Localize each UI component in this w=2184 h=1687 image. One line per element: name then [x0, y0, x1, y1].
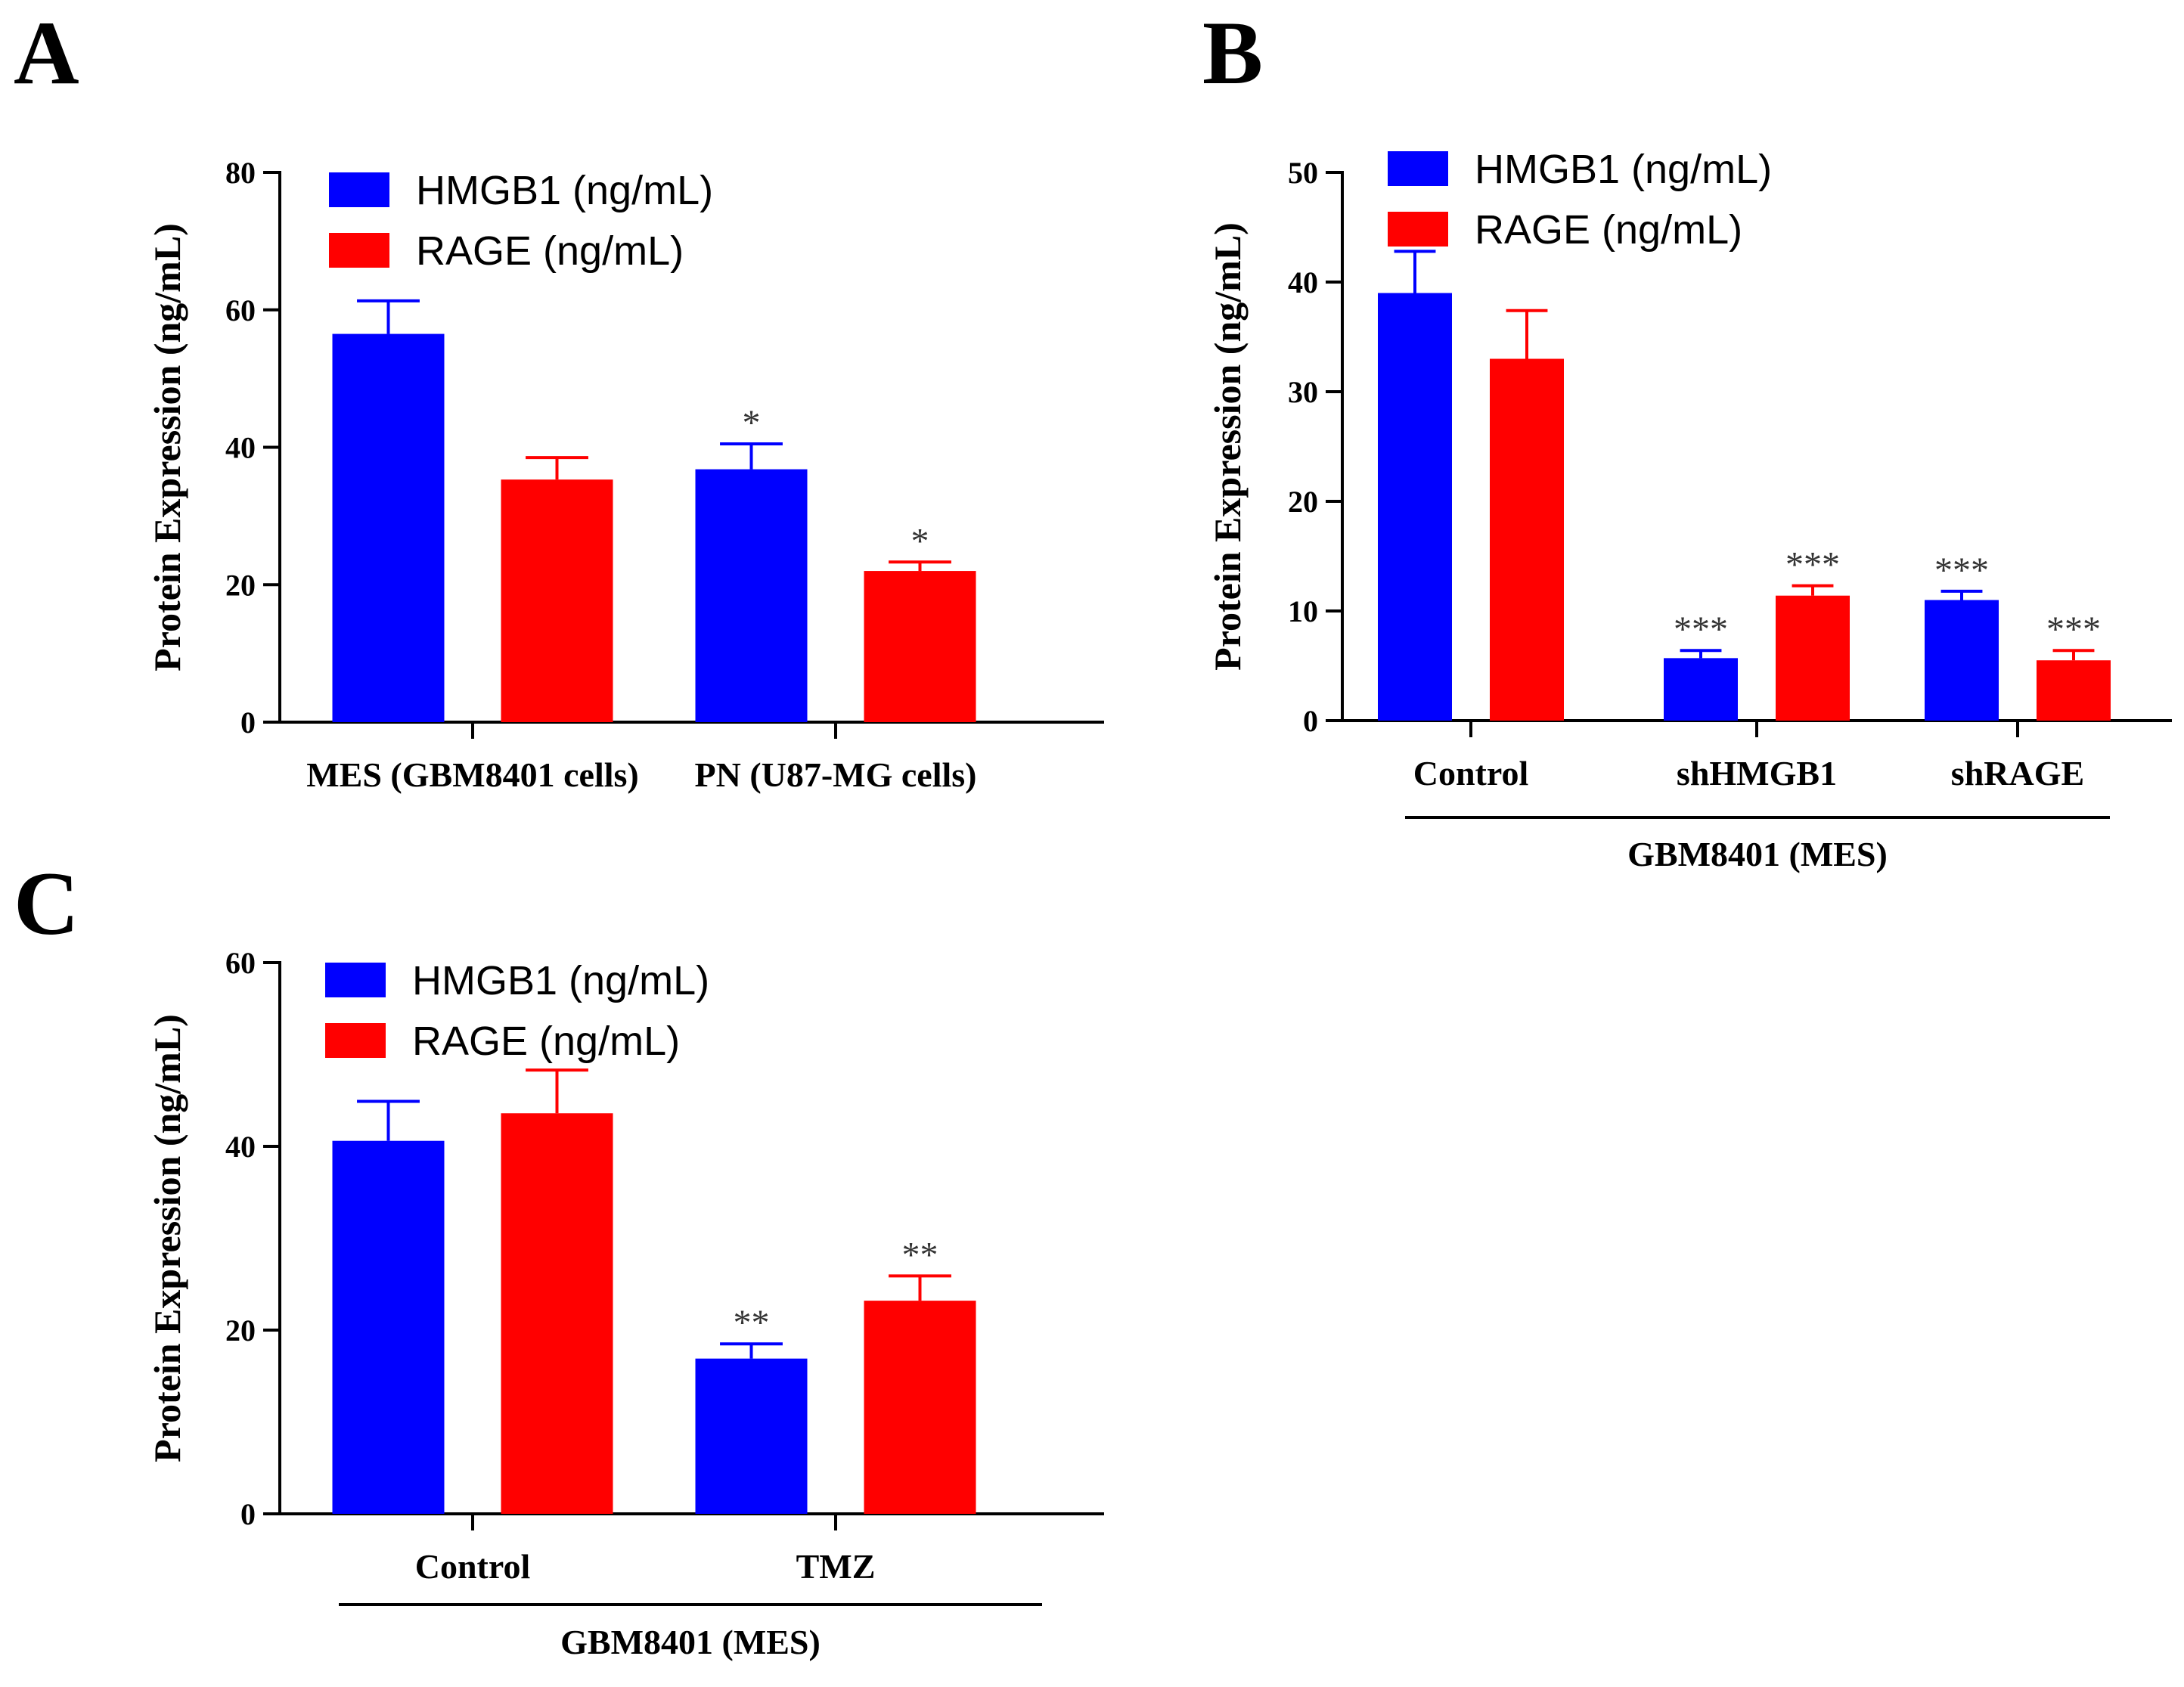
y-tick-label: 60	[225, 293, 256, 327]
group-label: GBM8401 (MES)	[560, 1623, 821, 1661]
y-tick-label: 20	[1288, 485, 1318, 519]
bar	[864, 571, 976, 722]
bar	[332, 333, 445, 722]
y-tick-label: 0	[240, 706, 256, 740]
y-tick-label: 60	[225, 946, 256, 980]
significance-label: ***	[1674, 609, 1728, 650]
group-label: GBM8401 (MES)	[1627, 835, 1888, 873]
panel-b: B 0 10 20 30 40 50 Protein Expression (ng/mL) Co…	[1202, 2, 2172, 873]
legend-swatch	[329, 172, 389, 207]
panel-letter: B	[1202, 2, 1263, 103]
y-tick-label: 20	[225, 1313, 256, 1347]
x-tick-label: shHMGB1	[1677, 754, 1837, 792]
panel-c: C 0 20 40 60 Protein Expression (ng/mL) Contro…	[14, 853, 1104, 1661]
legend-label: RAGE (ng/mL)	[416, 228, 684, 274]
bar	[1925, 600, 1999, 721]
y-tick-label: 20	[225, 568, 256, 602]
x-tick-label: Control	[415, 1547, 531, 1586]
panel-a: A 0 20 40 60 80 Protein Expression (ng/mL) MES …	[14, 2, 1104, 794]
legend-label: RAGE (ng/mL)	[412, 1019, 680, 1064]
y-tick-label: 0	[1303, 704, 1318, 738]
y-tick-label: 40	[225, 1130, 256, 1164]
y-tick-label: 80	[225, 156, 256, 190]
significance-label: *	[743, 403, 761, 443]
bar	[1378, 293, 1452, 721]
legend-label: HMGB1 (ng/mL)	[412, 958, 709, 1003]
legend-label: HMGB1 (ng/mL)	[1475, 147, 1772, 192]
bar	[332, 1140, 445, 1514]
legend-swatch	[325, 963, 386, 997]
bar	[501, 1113, 613, 1514]
bar	[2037, 660, 2111, 721]
legend-swatch	[325, 1023, 386, 1058]
legend-label: HMGB1 (ng/mL)	[416, 168, 713, 213]
significance-label: ***	[1934, 550, 1989, 591]
significance-label: ***	[2046, 609, 2101, 650]
legend-swatch	[1388, 151, 1448, 186]
y-axis-label: Protein Expression (ng/mL)	[146, 1014, 188, 1462]
panel-letter: C	[14, 853, 79, 954]
y-axis-label: Protein Expression (ng/mL)	[146, 223, 188, 671]
bar	[501, 479, 613, 722]
y-tick-label: 30	[1288, 375, 1318, 409]
legend-swatch	[1388, 212, 1448, 247]
x-tick-label: shRAGE	[1951, 754, 2084, 792]
bar	[695, 1358, 808, 1514]
y-tick-label: 40	[225, 431, 256, 465]
y-axis-label: Protein Expression (ng/mL)	[1206, 222, 1249, 671]
y-tick-label: 40	[1288, 265, 1318, 299]
y-tick-label: 10	[1288, 594, 1318, 628]
panel-letter: A	[14, 2, 79, 103]
bar	[864, 1301, 976, 1514]
legend-swatch	[329, 233, 389, 268]
x-tick-label: PN (U87-MG cells)	[695, 755, 977, 794]
x-tick-label: MES (GBM8401 cells)	[306, 755, 639, 794]
y-tick-label: 0	[240, 1497, 256, 1531]
bar	[695, 469, 808, 722]
significance-label: **	[734, 1303, 770, 1343]
bar	[1490, 358, 1564, 721]
y-tick-label: 50	[1288, 156, 1318, 190]
significance-label: *	[911, 521, 929, 561]
significance-label: ***	[1785, 545, 1840, 585]
x-tick-label: TMZ	[796, 1547, 876, 1586]
legend-label: RAGE (ng/mL)	[1475, 207, 1742, 253]
x-tick-label: Control	[1413, 754, 1529, 792]
bar	[1664, 658, 1738, 721]
significance-label: **	[902, 1235, 938, 1275]
bar	[1776, 595, 1850, 721]
